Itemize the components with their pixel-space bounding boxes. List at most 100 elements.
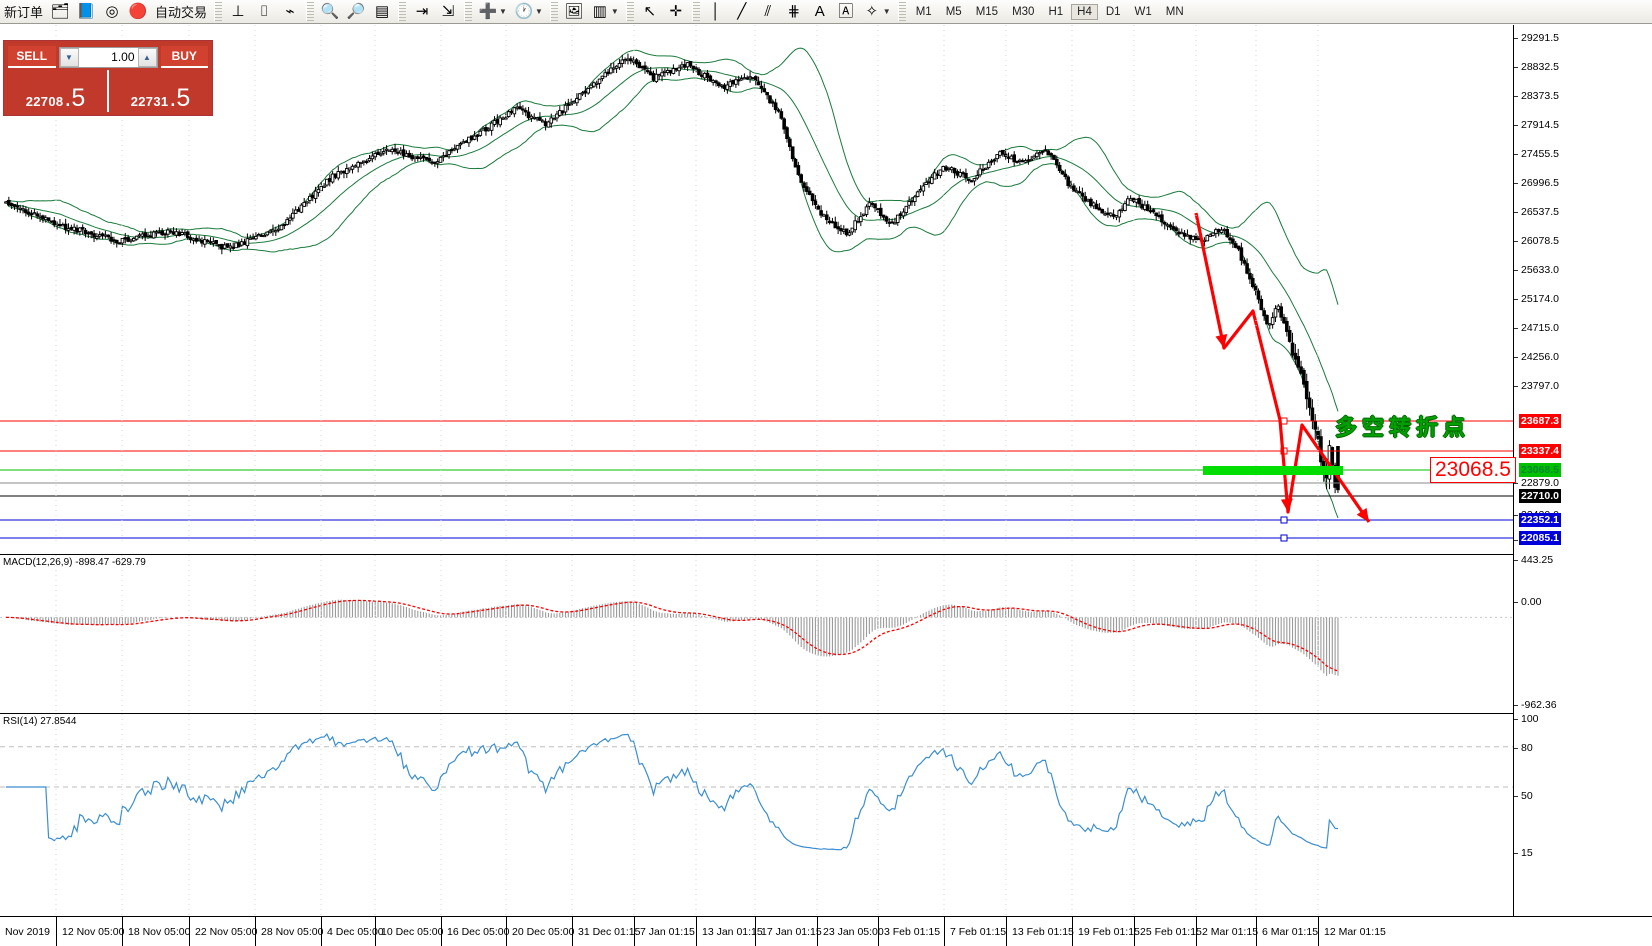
line-chart-icon[interactable]: ⌁ [285, 3, 295, 20]
time-axis[interactable]: Nov 2019 12 Nov 05:00 18 Nov 05:00 22 Nov 0… [0, 916, 1652, 946]
text-icon[interactable]: A [814, 3, 825, 20]
chart-shift-icon[interactable]: ⇲ [441, 3, 455, 20]
timeframe-mn[interactable]: MN [1165, 5, 1184, 18]
profiles-icon[interactable]: ▥ [592, 3, 607, 20]
periodicity-icon[interactable]: 🕐 [514, 3, 534, 20]
time-axis-label: 10 Dec 05:00 [381, 926, 444, 938]
price-tick [1514, 483, 1518, 484]
arrows-chevron-down-icon[interactable]: ▼ [882, 7, 891, 16]
time-gridline [506, 917, 507, 946]
price-level-badge-23337-4[interactable]: 23337.4 [1519, 444, 1561, 458]
buy-price-integer: 22731 [130, 94, 169, 109]
price-level-badge-22085-1[interactable]: 22085.1 [1519, 531, 1561, 545]
price-level-badge-22710-0[interactable]: 22710.0 [1519, 489, 1561, 503]
buy-button[interactable]: BUY [160, 46, 208, 68]
rsi-pane[interactable]: RSI(14) 27.8544 [0, 713, 1513, 917]
lot-decrease-icon[interactable]: ▼ [59, 47, 79, 67]
sell-price[interactable]: 22708 .5 [4, 70, 107, 112]
time-gridline [1006, 917, 1007, 946]
price-level-badge-22352-1[interactable]: 22352.1 [1519, 513, 1561, 527]
timeframe-m1[interactable]: M1 [915, 5, 932, 18]
buy-price[interactable]: 22731 .5 [109, 70, 212, 112]
macd-label: MACD(12,26,9) -898.47 -629.79 [3, 557, 146, 568]
price-tick [1514, 299, 1518, 300]
time-gridline [696, 917, 697, 946]
timeframe-d1[interactable]: D1 [1105, 5, 1121, 18]
lot-size-input[interactable]: 1.00 [111, 50, 135, 64]
timeframe-w1[interactable]: W1 [1134, 5, 1152, 18]
price-pane[interactable] [0, 25, 1513, 545]
lot-increase-icon[interactable]: ▲ [137, 47, 157, 67]
price-tick [1514, 38, 1518, 39]
timeframe-m5[interactable]: M5 [945, 5, 962, 18]
macd-tick [1514, 560, 1518, 561]
time-axis-label: 20 Dec 05:00 [512, 926, 575, 938]
price-level-badge-23068-5[interactable]: 23068.5 [1519, 463, 1561, 477]
price-tick [1514, 270, 1518, 271]
one-click-trading-panel[interactable]: SELL ▼ 1.00 ▲ BUY 22708 .5 22731 .5 [3, 40, 213, 116]
sell-button[interactable]: SELL [8, 46, 56, 68]
autotrade-icon[interactable]: 🔴 [128, 3, 148, 20]
macd-tick [1514, 705, 1518, 706]
lot-size-stepper[interactable]: ▼ 1.00 ▲ [58, 46, 158, 68]
rsi-axis-label: 80 [1521, 742, 1533, 754]
timeframe-h4[interactable]: H4 [1071, 3, 1098, 20]
fibonacci-icon[interactable]: ⋕ [787, 3, 801, 20]
time-gridline [944, 917, 945, 946]
rsi-tick [1514, 719, 1518, 720]
time-axis-label: 4 Dec 05:00 [327, 926, 384, 938]
buy-price-decimal: .5 [169, 83, 191, 112]
charts-icon[interactable]: 📘 [76, 3, 96, 20]
time-gridline [817, 917, 818, 946]
trendline-icon[interactable]: ╱ [737, 3, 747, 20]
time-gridline [1318, 917, 1319, 946]
price-tick [1514, 183, 1518, 184]
chart-annotation-text: 多空转折点 [1335, 415, 1471, 440]
time-gridline [1256, 917, 1257, 946]
profiles-chevron-down-icon[interactable]: ▼ [610, 7, 619, 16]
timeframe-m30[interactable]: M30 [1012, 5, 1035, 18]
indicators-chevron-down-icon[interactable]: ▼ [499, 7, 507, 16]
price-tick [1514, 540, 1518, 541]
timeframe-h1[interactable]: H1 [1048, 5, 1064, 18]
cursor-icon[interactable]: ↖ [643, 3, 657, 20]
navigator-icon[interactable]: ◎ [105, 3, 119, 20]
time-gridline [878, 917, 879, 946]
equidistant-channel-icon[interactable]: ⫽ [764, 3, 772, 20]
zoom-out-icon[interactable]: 🔎 [346, 3, 366, 20]
templates-icon[interactable]: 🖼 [564, 3, 584, 20]
time-axis-label: 12 Nov 05:00 [62, 926, 125, 938]
price-axis-label: 28832.5 [1521, 61, 1559, 73]
zoom-in-icon[interactable]: 🔍 [320, 3, 340, 20]
price-tick [1514, 241, 1518, 242]
time-gridline [375, 917, 376, 946]
macd-pane[interactable]: MACD(12,26,9) -898.47 -629.79 [0, 554, 1513, 713]
text-label-icon[interactable]: 🄰 [838, 3, 854, 20]
toolbar-separator-2 [306, 2, 315, 21]
bar-chart-icon[interactable]: ⊥ [231, 3, 245, 20]
crosshair-icon[interactable]: ✛ [669, 3, 683, 20]
data-window-icon[interactable]: ▤ [374, 3, 390, 20]
price-axis-label: 27455.5 [1521, 148, 1559, 160]
price-axis-label: 25174.0 [1521, 293, 1559, 305]
candlestick-chart-icon[interactable]: ⌷ [259, 3, 269, 20]
auto-scroll-icon[interactable]: ⇥ [415, 3, 429, 20]
rsi-tick [1514, 796, 1518, 797]
periodicity-chevron-down-icon[interactable]: ▼ [534, 7, 543, 16]
timeframe-m15[interactable]: M15 [975, 5, 999, 18]
autotrade-button[interactable]: 自动交易 [155, 5, 208, 20]
new-order-icon[interactable]: 🗂 [50, 3, 70, 20]
arrows-icon[interactable]: ✧ [865, 3, 879, 20]
price-tick [1514, 125, 1518, 126]
macd-axis-label: -962.36 [1521, 699, 1557, 711]
time-axis-label: 19 Feb 01:15 [1078, 926, 1140, 938]
indicators-icon[interactable]: ➕ [478, 3, 498, 20]
price-scale[interactable]: 29291.5 28832.5 28373.5 27914.5 27455.5 26996… [1513, 25, 1652, 916]
new-order-button[interactable]: 新订单 [4, 5, 44, 20]
rsi-tick [1514, 748, 1518, 749]
price-tag-23068: 23068.5 [1430, 457, 1516, 483]
time-gridline [441, 917, 442, 946]
price-level-badge-23687-3[interactable]: 23687.3 [1519, 414, 1561, 428]
vertical-line-icon[interactable]: │ [711, 3, 721, 20]
sell-price-decimal: .5 [64, 83, 86, 112]
